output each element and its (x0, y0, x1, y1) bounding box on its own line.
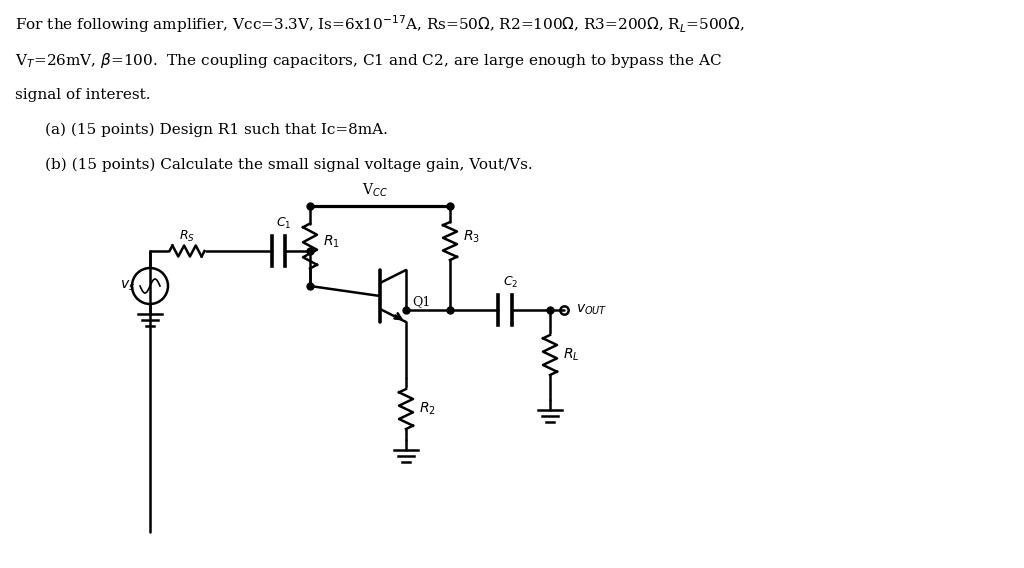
Text: Q1: Q1 (412, 295, 430, 308)
Text: $C_2$: $C_2$ (503, 275, 518, 290)
Text: V$_{CC}$: V$_{CC}$ (362, 182, 388, 199)
Text: $v_s$: $v_s$ (120, 279, 135, 293)
Text: $C_1$: $C_1$ (276, 216, 292, 231)
Text: V$_T$=26mV, $\beta$=100.  The coupling capacitors, C1 and C2, are large enough t: V$_T$=26mV, $\beta$=100. The coupling ca… (15, 51, 722, 70)
Text: (b) (15 points) Calculate the small signal voltage gain, Vout/Vs.: (b) (15 points) Calculate the small sign… (45, 158, 532, 173)
Text: $R_3$: $R_3$ (463, 229, 480, 245)
Text: $R_1$: $R_1$ (323, 234, 340, 250)
Text: (a) (15 points) Design R1 such that Ic=8mA.: (a) (15 points) Design R1 such that Ic=8… (45, 123, 388, 137)
Text: $R_L$: $R_L$ (563, 347, 580, 363)
Text: $R_2$: $R_2$ (419, 401, 436, 417)
Text: $R_S$: $R_S$ (179, 229, 195, 244)
Text: signal of interest.: signal of interest. (15, 88, 151, 102)
Text: $v_{OUT}$: $v_{OUT}$ (575, 303, 607, 317)
Text: For the following amplifier, Vcc=3.3V, Is=6x10$^{-17}$A, Rs=50$\Omega$, R2=100$\: For the following amplifier, Vcc=3.3V, I… (15, 13, 744, 35)
